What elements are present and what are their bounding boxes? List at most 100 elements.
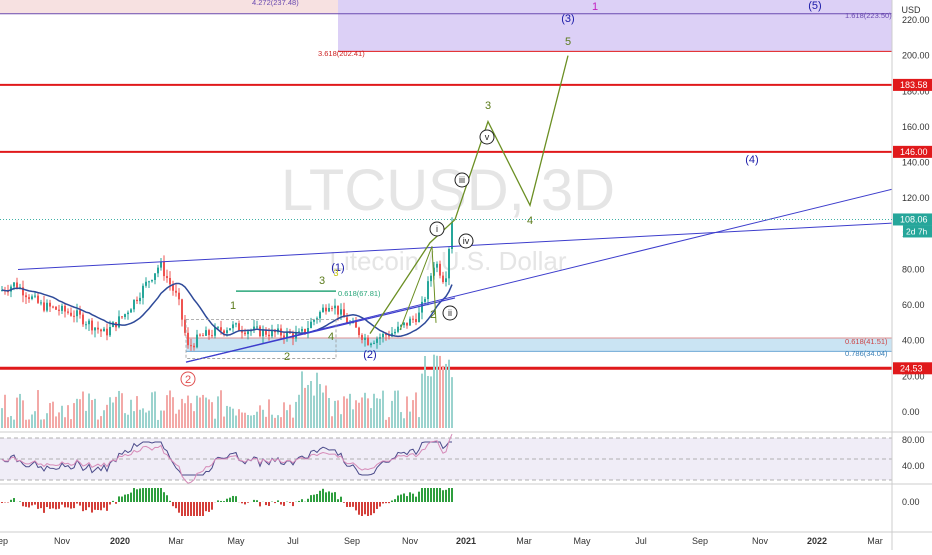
candle-body	[409, 319, 411, 326]
macd-bar	[178, 502, 180, 513]
macd-bar	[391, 501, 393, 502]
macd-bar	[382, 502, 384, 503]
macd-bar	[202, 502, 204, 516]
candle-body	[208, 330, 210, 335]
candle-body	[34, 296, 36, 297]
volume-bar	[442, 366, 444, 428]
x-tick-label: 2020	[110, 536, 130, 546]
macd-bar	[100, 502, 102, 510]
macd-bar	[145, 488, 147, 502]
macd-bar	[46, 502, 48, 507]
macd-bar	[103, 502, 105, 508]
volume-bar	[187, 396, 189, 428]
volume-bar	[343, 396, 345, 428]
macd-bar	[400, 495, 402, 502]
volume-bar	[358, 403, 360, 428]
wave-label: 1	[592, 1, 598, 13]
candle-body	[244, 333, 246, 335]
macd-bar	[445, 490, 447, 502]
candle-body	[31, 296, 33, 299]
candle-body	[364, 338, 366, 340]
candle-body	[439, 264, 441, 276]
candle-body	[73, 316, 75, 317]
candle-body	[415, 319, 417, 322]
x-tick-label: May	[573, 536, 591, 546]
volume-bar	[115, 397, 117, 428]
macd-bar	[55, 502, 57, 509]
volume-bar	[70, 419, 72, 428]
y-tick-label: 120.00	[902, 193, 930, 203]
volume-bar	[301, 371, 303, 428]
volume-bar	[118, 391, 120, 428]
x-tick-label: Sep	[692, 536, 708, 546]
candle-body	[337, 306, 339, 315]
macd-bar	[157, 488, 159, 502]
candle-body	[175, 291, 177, 293]
candle-body	[412, 319, 414, 320]
candle-body	[52, 307, 54, 308]
volume-bar	[328, 398, 330, 428]
volume-bar	[247, 415, 249, 428]
macd-bar	[10, 500, 12, 502]
macd-bar	[292, 502, 294, 506]
candle-body	[106, 329, 108, 336]
volume-bar	[223, 417, 225, 428]
volume-bar	[16, 398, 18, 428]
volume-bar	[238, 409, 240, 428]
volume-bar	[85, 411, 87, 428]
wave-label: 5	[565, 36, 571, 48]
wave-label: (4)	[745, 154, 758, 166]
y-tick-label: 40.00	[902, 336, 925, 346]
volume-bar	[325, 386, 327, 428]
macd-bar	[334, 492, 336, 502]
volume-bar	[376, 398, 378, 428]
macd-bar	[169, 501, 171, 502]
wave-label: 4	[527, 215, 533, 227]
y-tick-label: 80.00	[902, 264, 925, 274]
candle-body	[79, 310, 81, 314]
rsi-tick-label: 40.00	[902, 461, 925, 471]
macd-bar	[154, 488, 156, 502]
volume-bar	[439, 356, 441, 428]
wave-label: iv	[463, 236, 470, 246]
volume-bar	[298, 395, 300, 428]
candle-body	[190, 345, 192, 346]
candle-body	[109, 327, 111, 335]
countdown-label: 2d 7h	[906, 226, 928, 236]
macd-bar	[424, 488, 426, 502]
candle-body	[55, 307, 57, 310]
volume-bar	[28, 419, 30, 428]
currency-button[interactable]: USD	[896, 3, 926, 17]
macd-bar	[355, 502, 357, 510]
volume-bar	[31, 415, 33, 428]
macd-bar	[136, 489, 138, 502]
candle-body	[169, 278, 171, 284]
volume-bar	[331, 416, 333, 428]
macd-bar	[244, 502, 246, 504]
wave-label: 2	[284, 351, 290, 363]
macd-bar	[130, 493, 132, 502]
candle-body	[247, 331, 249, 334]
macd-bar	[172, 502, 174, 506]
candle-body	[382, 334, 384, 337]
macd-bar	[61, 502, 63, 505]
candle-body	[331, 308, 333, 309]
candle-body	[322, 308, 324, 312]
volume-bar	[229, 407, 231, 428]
macd-bar	[283, 502, 285, 506]
volume-bar	[274, 418, 276, 428]
macd-bar	[307, 499, 309, 502]
candle-body	[199, 335, 201, 336]
volume-bar	[451, 377, 453, 428]
macd-bar	[31, 502, 33, 505]
x-tick-label: May	[227, 536, 245, 546]
macd-bar	[430, 488, 432, 502]
candle-body	[442, 276, 444, 282]
volume-bar	[1, 408, 3, 428]
candle-body	[217, 327, 219, 328]
candle-body	[373, 343, 375, 344]
macd-bar	[412, 494, 414, 502]
candle-body	[16, 283, 18, 289]
